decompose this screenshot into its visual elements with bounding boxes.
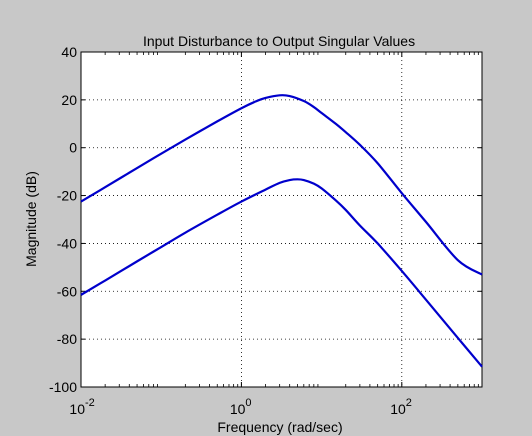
- x-tick-label: 10: [230, 401, 246, 417]
- grid-lines: [81, 52, 482, 387]
- y-tick-label: -80: [57, 331, 77, 347]
- x-axis: 10 -2 10 0 10 2: [69, 52, 479, 417]
- y-axis: 40 20 0 -20 -40 -60 -80 -100: [49, 44, 482, 395]
- x-tick-base: 10: [390, 401, 406, 417]
- x-tick-label: 10: [390, 401, 406, 417]
- singular-value-curve-1: [80, 94, 483, 276]
- series-lines: [80, 94, 483, 368]
- y-tick-label: 20: [61, 92, 77, 108]
- y-axis-label: Magnitude (dB): [23, 171, 39, 267]
- y-tick-label: -20: [57, 188, 77, 204]
- y-tick-label: 40: [61, 44, 77, 60]
- y-tick-label: -40: [57, 235, 77, 251]
- singular-value-curve-2: [80, 178, 483, 368]
- x-tick-base: 10: [69, 401, 85, 417]
- plot-area: [80, 51, 483, 388]
- x-tick-exponent: 2: [406, 397, 412, 409]
- x-tick-exponent: -2: [85, 397, 95, 409]
- y-tick-label: -100: [49, 379, 77, 395]
- chart-title: Input Disturbance to Output Singular Val…: [143, 33, 415, 49]
- x-tick-exponent: 0: [245, 397, 251, 409]
- y-tick-label: -60: [57, 283, 77, 299]
- x-tick-label: 10: [69, 401, 85, 417]
- x-axis-label: Frequency (rad/sec): [217, 419, 342, 435]
- x-tick-base: 10: [230, 401, 246, 417]
- y-tick-label: 0: [69, 140, 77, 156]
